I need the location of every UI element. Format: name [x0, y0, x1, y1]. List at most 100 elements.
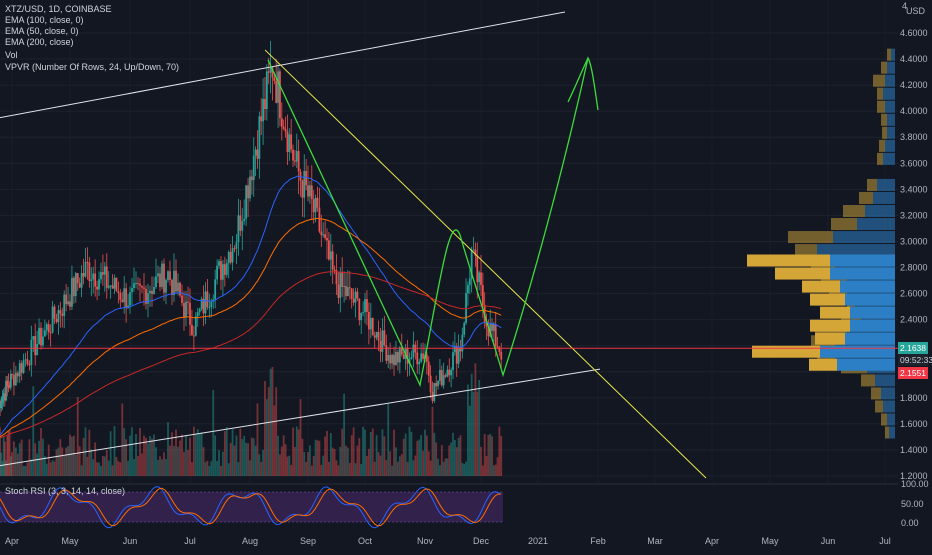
vp-down-bar: [859, 191, 873, 204]
candle-body: [231, 248, 234, 263]
candle-body: [171, 279, 173, 296]
candle-body: [119, 293, 122, 300]
candle-body: [429, 375, 432, 393]
indicator-ema50[interactable]: EMA (50, close, 0): [5, 26, 79, 36]
vp-up-bar: [887, 113, 895, 126]
candle-body: [343, 286, 345, 288]
volume-bar: [59, 439, 62, 476]
volume-bar: [333, 448, 336, 476]
volume-bar: [312, 456, 315, 476]
candle-body: [161, 263, 163, 287]
candle-body: [63, 294, 66, 316]
volume-bar: [442, 461, 445, 476]
vp-down-bar-highlight: [747, 254, 830, 267]
candle-body: [53, 306, 56, 319]
descending-trendline: [264, 49, 707, 479]
candle-body: [496, 346, 499, 348]
price-tick-label: 1.8000: [900, 393, 928, 403]
vp-up-bar: [817, 244, 895, 257]
candle-body: [335, 270, 338, 285]
candle-body: [284, 129, 287, 132]
volume-bar: [223, 431, 226, 476]
indicator-ema200[interactable]: EMA (200, close): [5, 37, 74, 47]
volume-bar: [159, 456, 161, 476]
candle-body: [448, 369, 451, 376]
volume-bar: [292, 427, 294, 476]
countdown-tag: 09:52:33: [898, 354, 932, 366]
candle-body: [465, 293, 467, 323]
volume-bar: [262, 449, 264, 476]
volume-bar: [294, 446, 296, 476]
candle-body: [141, 285, 143, 288]
vp-down-bar: [879, 139, 885, 152]
vp-up-bar-highlight: [850, 319, 895, 332]
vp-down-bar: [873, 74, 885, 87]
candle-body: [437, 380, 439, 387]
vp-down-bar: [831, 218, 857, 231]
volume-bar: [189, 437, 191, 476]
volume-bar: [379, 455, 382, 476]
vp-down-bar-highlight: [809, 358, 837, 371]
candle-body: [34, 336, 37, 356]
volume-bar: [364, 429, 366, 476]
volume-bar: [30, 459, 33, 476]
volume-bar: [254, 445, 257, 476]
volume-bar: [229, 442, 232, 476]
candle-body: [61, 313, 64, 316]
volume-bar: [115, 456, 118, 476]
volume-bar: [295, 426, 298, 476]
candle-body: [139, 283, 141, 286]
volume-bar: [45, 463, 48, 476]
vp-down-bar: [871, 387, 881, 400]
volume-bar: [258, 454, 261, 476]
volume-bar: [410, 431, 413, 476]
price-tick-label: 3.2000: [900, 210, 928, 220]
candle-body: [350, 288, 353, 299]
candle-body: [290, 134, 293, 150]
candle-body: [262, 98, 264, 122]
volume-bar: [412, 460, 415, 476]
candle-body: [40, 327, 42, 346]
candle-body: [256, 149, 259, 159]
candle-body: [26, 359, 29, 365]
volume-bar: [74, 454, 77, 476]
volume-bar: [476, 391, 479, 476]
volume-bar: [57, 447, 60, 476]
volume-bar: [109, 431, 112, 476]
indicator-vpvr[interactable]: VPVR (Number Of Rows, 24, Up/Down, 70): [5, 62, 180, 72]
candle-body: [13, 374, 15, 386]
vp-down-bar: [877, 152, 883, 165]
candle-body: [7, 384, 10, 387]
time-tick-label: Feb: [590, 536, 606, 546]
volume-bar: [429, 460, 432, 476]
volume-bar: [483, 434, 486, 476]
candle-body: [214, 279, 217, 300]
time-tick-label: Jun: [123, 536, 138, 546]
candle-body: [74, 273, 77, 297]
indicator-ema100[interactable]: EMA (100, close, 0): [5, 15, 84, 25]
candle-body: [94, 273, 97, 287]
volume-bar: [218, 450, 220, 476]
stoch-d-line: [0, 487, 502, 527]
vp-up-bar: [885, 100, 895, 113]
indicator-vol[interactable]: Vol: [5, 50, 18, 60]
candle-body: [267, 71, 270, 73]
volume-bar: [153, 434, 155, 476]
candle-body: [123, 288, 126, 303]
volume-bar: [69, 434, 71, 476]
projection-zigzag: [267, 56, 599, 388]
volume-bar: [121, 403, 124, 476]
volume-bar: [440, 445, 443, 476]
candle-body: [222, 264, 224, 280]
volume-bar: [20, 439, 23, 476]
volume-bar: [63, 455, 66, 476]
volume-bar: [414, 455, 417, 476]
vp-down-bar: [795, 244, 817, 257]
volume-bar: [187, 450, 189, 476]
candle-body: [32, 336, 35, 340]
vp-up-bar: [889, 426, 895, 439]
volume-bar: [206, 460, 209, 476]
indicator-stoch-rsi[interactable]: Stoch RSI (3, 3, 14, 14, close): [5, 486, 126, 496]
